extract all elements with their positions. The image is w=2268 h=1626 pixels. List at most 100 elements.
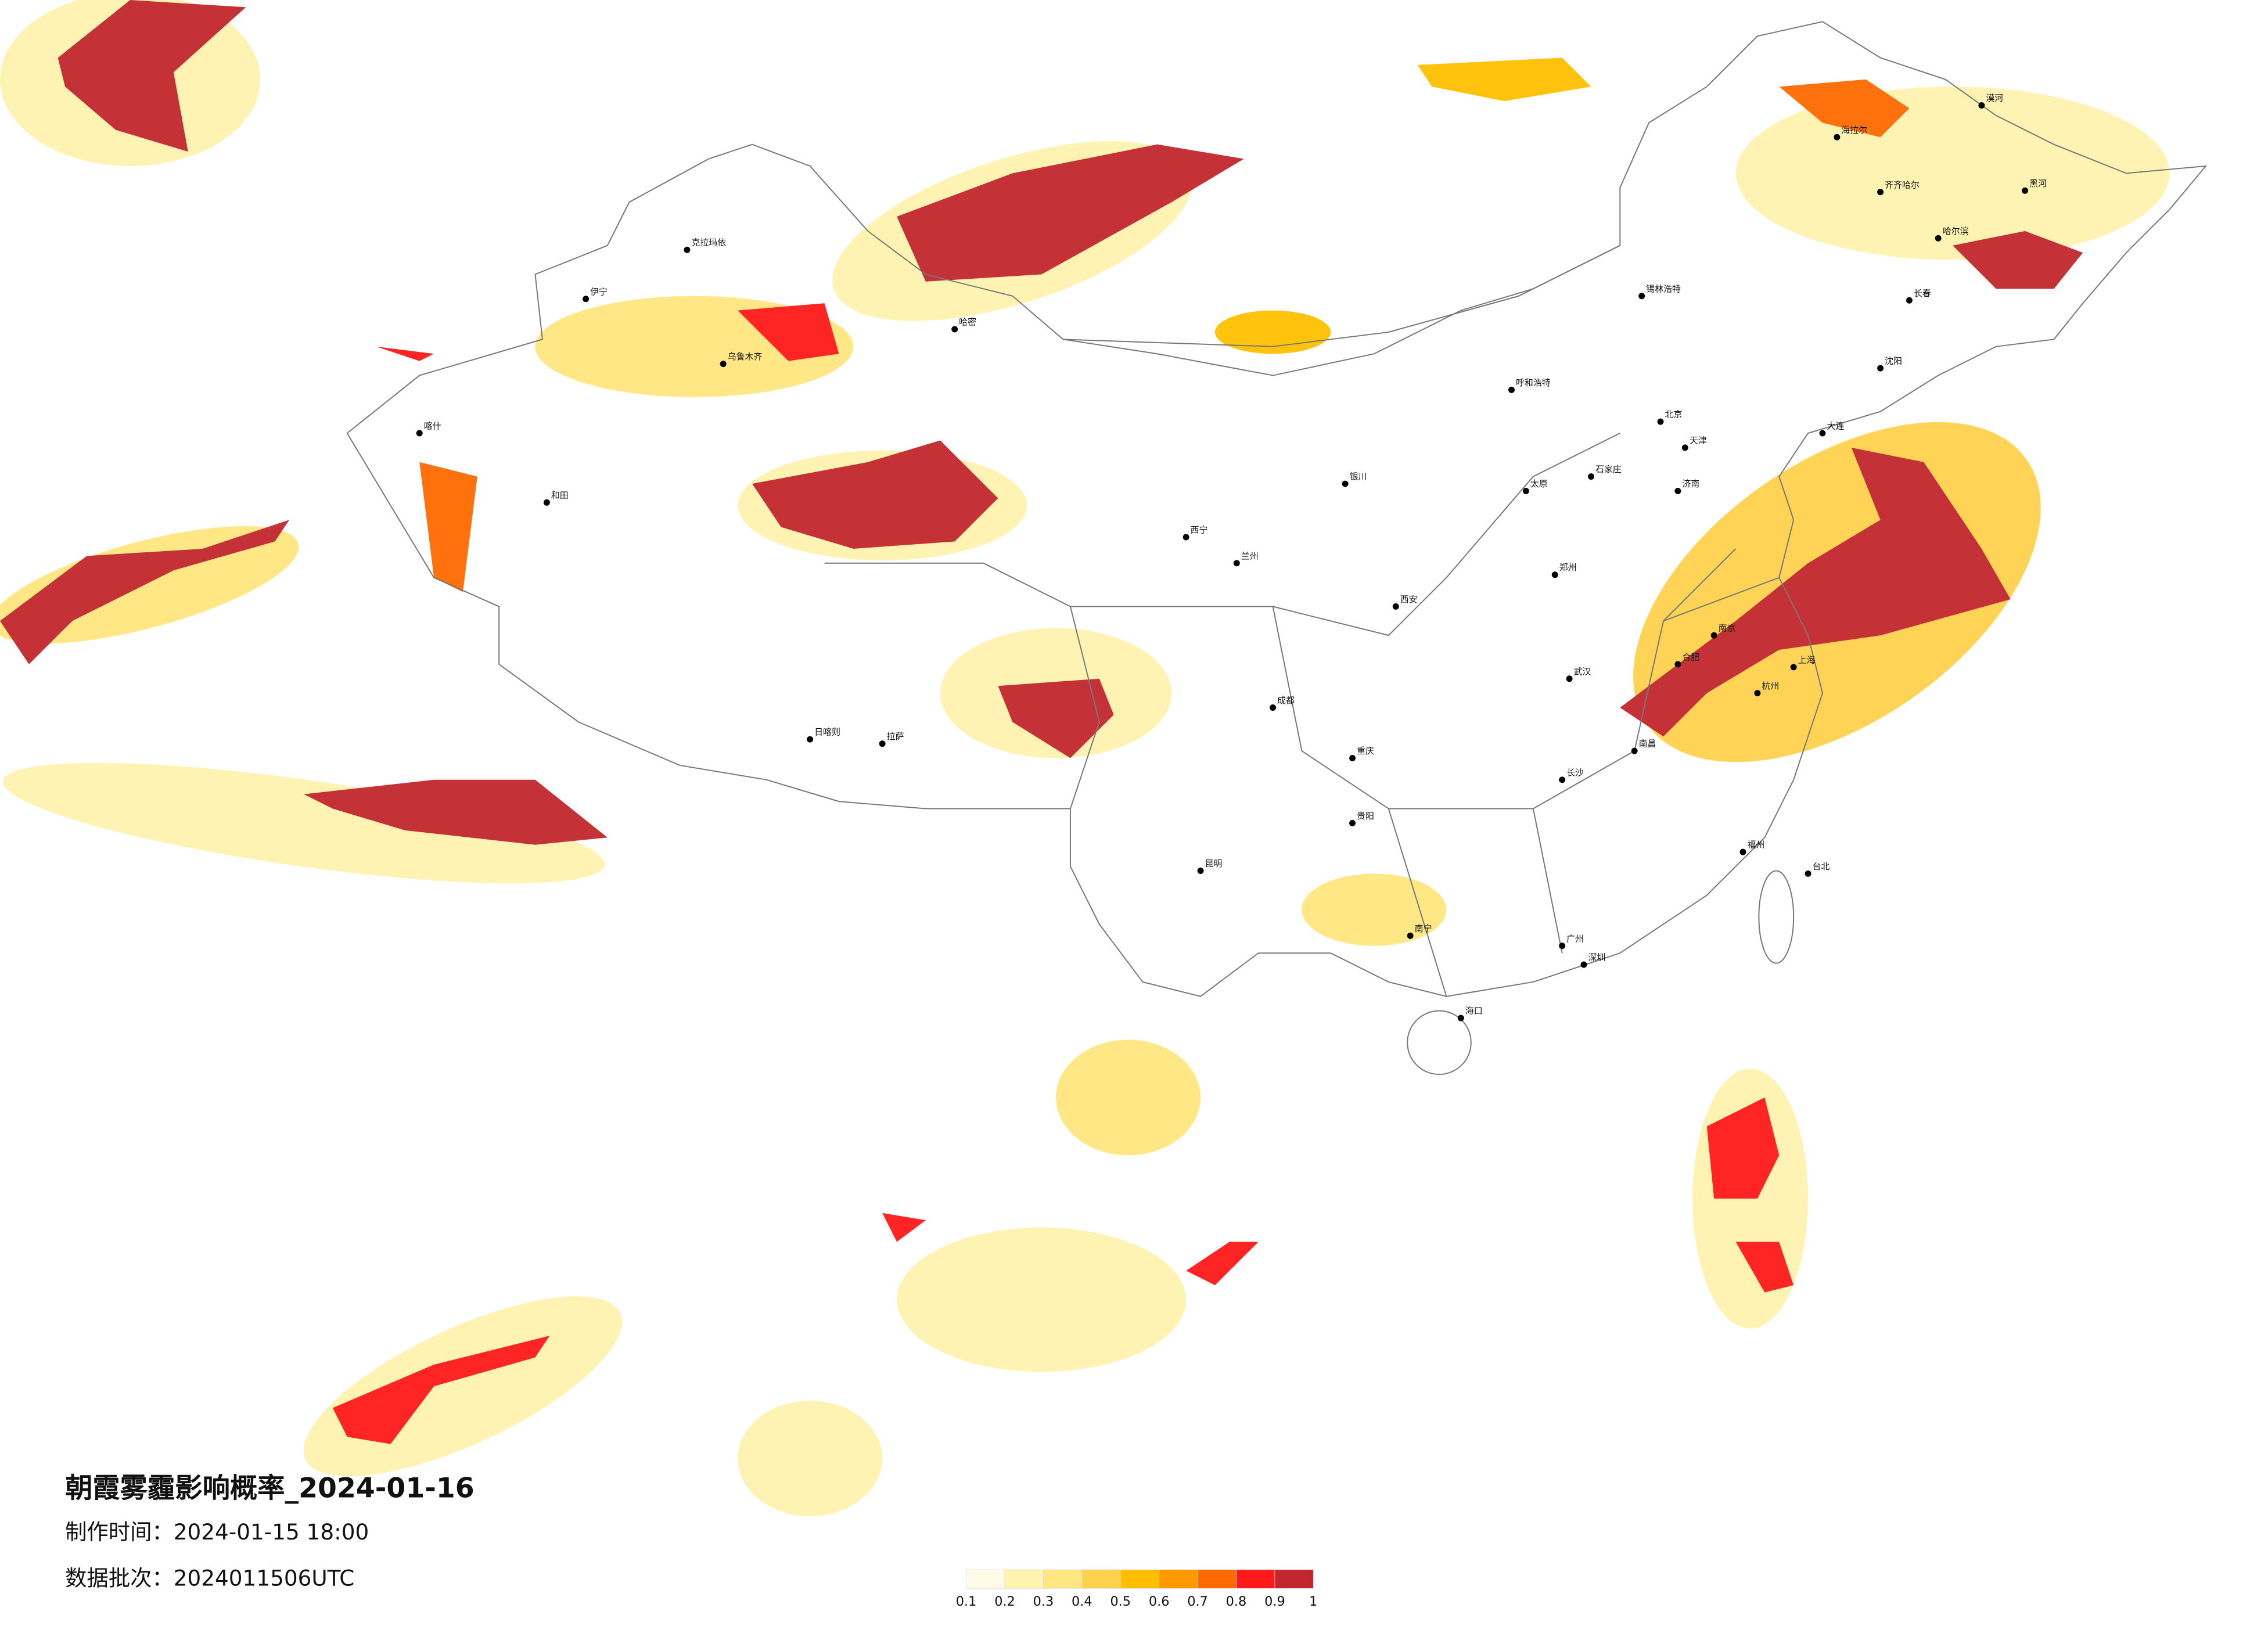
city-label: 喀什 (424, 421, 441, 431)
colorbar-swatch (966, 1569, 1005, 1589)
probability-field (0, 0, 2170, 1517)
city-dot (1566, 675, 1573, 682)
city-dot (1739, 848, 1746, 855)
colorbar-tick-label: 0.4 (1072, 1594, 1092, 1609)
city-dot (807, 736, 814, 743)
colorbar-tick-label: 0.5 (1110, 1594, 1131, 1609)
city-label: 合肥 (1682, 652, 1699, 662)
production-time: 制作时间：2024-01-15 18:00 (65, 1519, 369, 1545)
colorbar-tick-label: 0.6 (1149, 1594, 1170, 1609)
city-dot (1978, 102, 1985, 109)
city-dot (543, 499, 550, 506)
city-dot (1935, 235, 1942, 242)
city-dot (684, 246, 691, 253)
city-dot (1197, 867, 1204, 874)
city-dot (1270, 704, 1277, 711)
city-label: 西宁 (1191, 525, 1208, 535)
city-label: 银川 (1350, 472, 1367, 482)
colorbar-tick-label: 0.3 (1033, 1594, 1054, 1609)
city-dot (1790, 664, 1797, 671)
city-label: 海口 (1465, 1006, 1483, 1016)
city-dot (1182, 534, 1189, 541)
colorbar-tick-label: 0.1 (956, 1594, 977, 1609)
city-label: 南宁 (1415, 923, 1432, 934)
city-label: 成都 (1277, 695, 1295, 706)
city-label: 拉萨 (887, 731, 904, 742)
city-label: 杭州 (1762, 681, 1779, 691)
city-dot (1834, 134, 1841, 141)
data-batch: 数据批次：2024011506UTC (65, 1565, 354, 1591)
city-label: 漠河 (1986, 93, 2003, 103)
city-label: 哈尔滨 (1943, 226, 1969, 236)
city-label: 长春 (1914, 288, 1931, 298)
city-dot (1877, 189, 1884, 196)
city-dot (1349, 755, 1356, 761)
city-label: 台北 (1813, 861, 1830, 872)
city-label: 兰州 (1241, 551, 1259, 561)
city-label: 长沙 (1566, 767, 1584, 778)
city-dot (1631, 747, 1638, 754)
boundaries (346, 21, 2208, 1075)
city-dot (951, 326, 958, 333)
city-label: 贵阳 (1357, 811, 1374, 821)
city-dot (1522, 488, 1529, 494)
city-label: 锡林浩特 (1646, 283, 1681, 294)
title: 朝霞雾霾影响概率_2024-01-16 (65, 1473, 475, 1505)
city-label: 武汉 (1574, 666, 1591, 677)
city-dot (1587, 473, 1594, 480)
city-dot (1233, 560, 1240, 567)
city-dot (1657, 418, 1664, 425)
colorbar-tick-label: 0.2 (994, 1594, 1015, 1609)
city-dot (583, 296, 590, 303)
city-label: 福州 (1747, 840, 1764, 850)
city-label: 南昌 (1639, 739, 1656, 749)
city-dot (1559, 942, 1566, 949)
city-dot (1551, 571, 1558, 578)
city-label: 哈密 (959, 317, 976, 328)
city-dot (1508, 386, 1515, 393)
city-label: 石家庄 (1595, 464, 1622, 474)
colorbar-swatch (1043, 1569, 1083, 1589)
colorbar-tick-label: 0.9 (1264, 1594, 1285, 1609)
city-label: 天津 (1690, 435, 1707, 445)
city-dot (1580, 961, 1587, 968)
city-dot (1638, 293, 1645, 300)
colorbar: 0.1 0.2 0.3 0.4 0.5 0.6 0.7 0.8 0.9 1 (956, 1569, 1317, 1609)
city-dot (1559, 776, 1566, 783)
city-label: 广州 (1566, 933, 1584, 944)
city-dot (1349, 819, 1356, 826)
city-dot (1681, 444, 1688, 451)
city-label: 郑州 (1559, 562, 1577, 573)
city-dot (2022, 187, 2029, 194)
city-label: 海拉尔 (1841, 125, 1867, 135)
city-dot (1805, 870, 1811, 877)
colorbar-swatch (1081, 1569, 1121, 1589)
colorbar-swatch (1236, 1569, 1275, 1589)
city-dot (1819, 430, 1826, 437)
city-label: 沈阳 (1885, 356, 1902, 366)
colorbar-swatch (1159, 1569, 1198, 1589)
city-label: 昆明 (1205, 858, 1223, 869)
city-label: 太原 (1530, 479, 1548, 489)
city-label: 伊宁 (590, 286, 608, 297)
city-label: 上海 (1798, 654, 1816, 665)
colorbar-tick-label: 0.8 (1226, 1594, 1247, 1609)
city-dot (1392, 603, 1399, 610)
colorbar-swatch (1120, 1569, 1160, 1589)
city-label: 黑河 (2029, 178, 2047, 189)
city-dot (416, 430, 423, 437)
colorbar-swatch (1274, 1569, 1314, 1589)
city-dot (1342, 480, 1349, 487)
city-dot (720, 361, 727, 368)
city-dot (1674, 488, 1681, 494)
city-label: 和田 (551, 490, 569, 501)
city-dot (1710, 632, 1717, 639)
colorbar-tick-label: 1 (1309, 1594, 1317, 1609)
city-dot (1754, 690, 1761, 697)
city-label: 济南 (1682, 479, 1699, 489)
city-dot (1457, 1015, 1464, 1021)
city-label: 克拉玛依 (691, 238, 726, 248)
city-label: 大连 (1827, 421, 1844, 431)
